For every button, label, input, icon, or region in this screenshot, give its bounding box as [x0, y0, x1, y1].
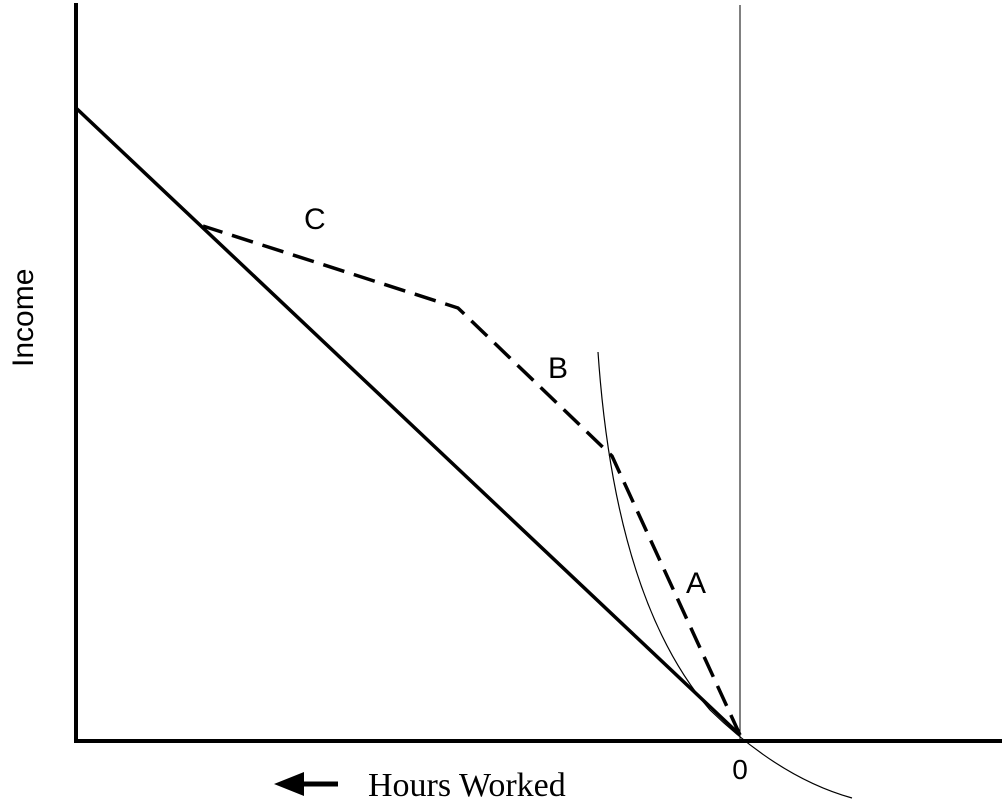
segment-label-b: B — [548, 352, 568, 385]
segment-label-a: A — [686, 567, 706, 600]
origin-label: 0 — [732, 754, 748, 785]
indifference-curve — [597, 351, 853, 799]
segment-label-c: C — [304, 203, 326, 236]
x-axis-label: Hours Worked — [368, 767, 566, 804]
y-axis-label: Income — [7, 269, 40, 367]
kinked-budget-constraint — [202, 224, 742, 736]
left-arrow-icon — [274, 772, 338, 796]
budget-line — [74, 106, 742, 737]
